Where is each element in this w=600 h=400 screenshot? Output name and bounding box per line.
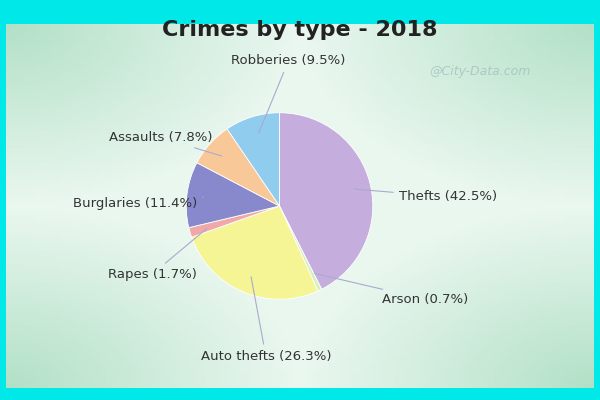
Wedge shape — [186, 163, 280, 228]
Wedge shape — [280, 113, 373, 289]
Text: Burglaries (11.4%): Burglaries (11.4%) — [73, 197, 203, 210]
Text: Crimes by type - 2018: Crimes by type - 2018 — [162, 20, 438, 40]
Text: Robberies (9.5%): Robberies (9.5%) — [232, 54, 346, 133]
Text: Rapes (1.7%): Rapes (1.7%) — [107, 229, 206, 281]
Wedge shape — [191, 206, 318, 299]
Wedge shape — [227, 113, 280, 206]
Text: Arson (0.7%): Arson (0.7%) — [314, 273, 468, 306]
Wedge shape — [280, 206, 322, 291]
Text: Auto thefts (26.3%): Auto thefts (26.3%) — [200, 277, 331, 363]
Wedge shape — [189, 206, 280, 237]
Text: Thefts (42.5%): Thefts (42.5%) — [354, 189, 497, 203]
Wedge shape — [197, 129, 280, 206]
Text: @City-Data.com: @City-Data.com — [430, 66, 530, 78]
Text: Assaults (7.8%): Assaults (7.8%) — [109, 131, 221, 156]
